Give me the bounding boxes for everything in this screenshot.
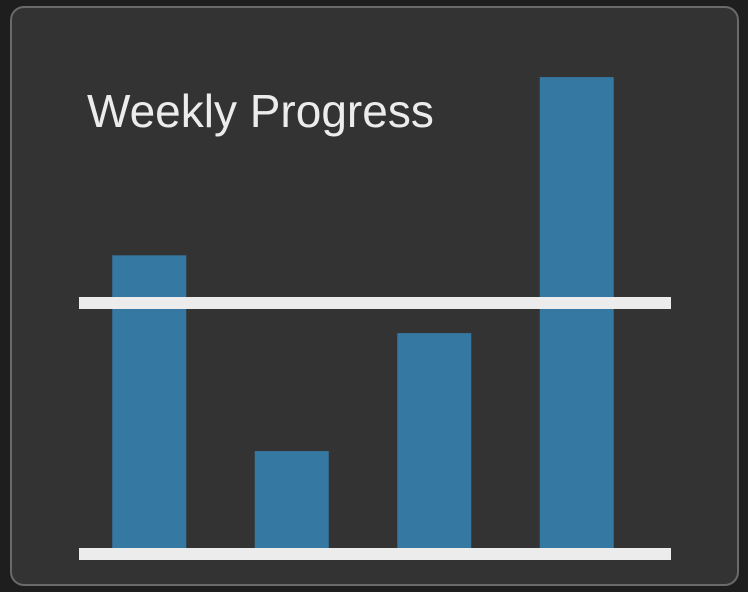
baseline [79,548,671,560]
lines [79,297,671,560]
chart-title: Weekly Progress [87,85,434,137]
goal-line [79,297,671,309]
bar [397,333,472,554]
bar [254,451,329,554]
bar [539,77,614,554]
